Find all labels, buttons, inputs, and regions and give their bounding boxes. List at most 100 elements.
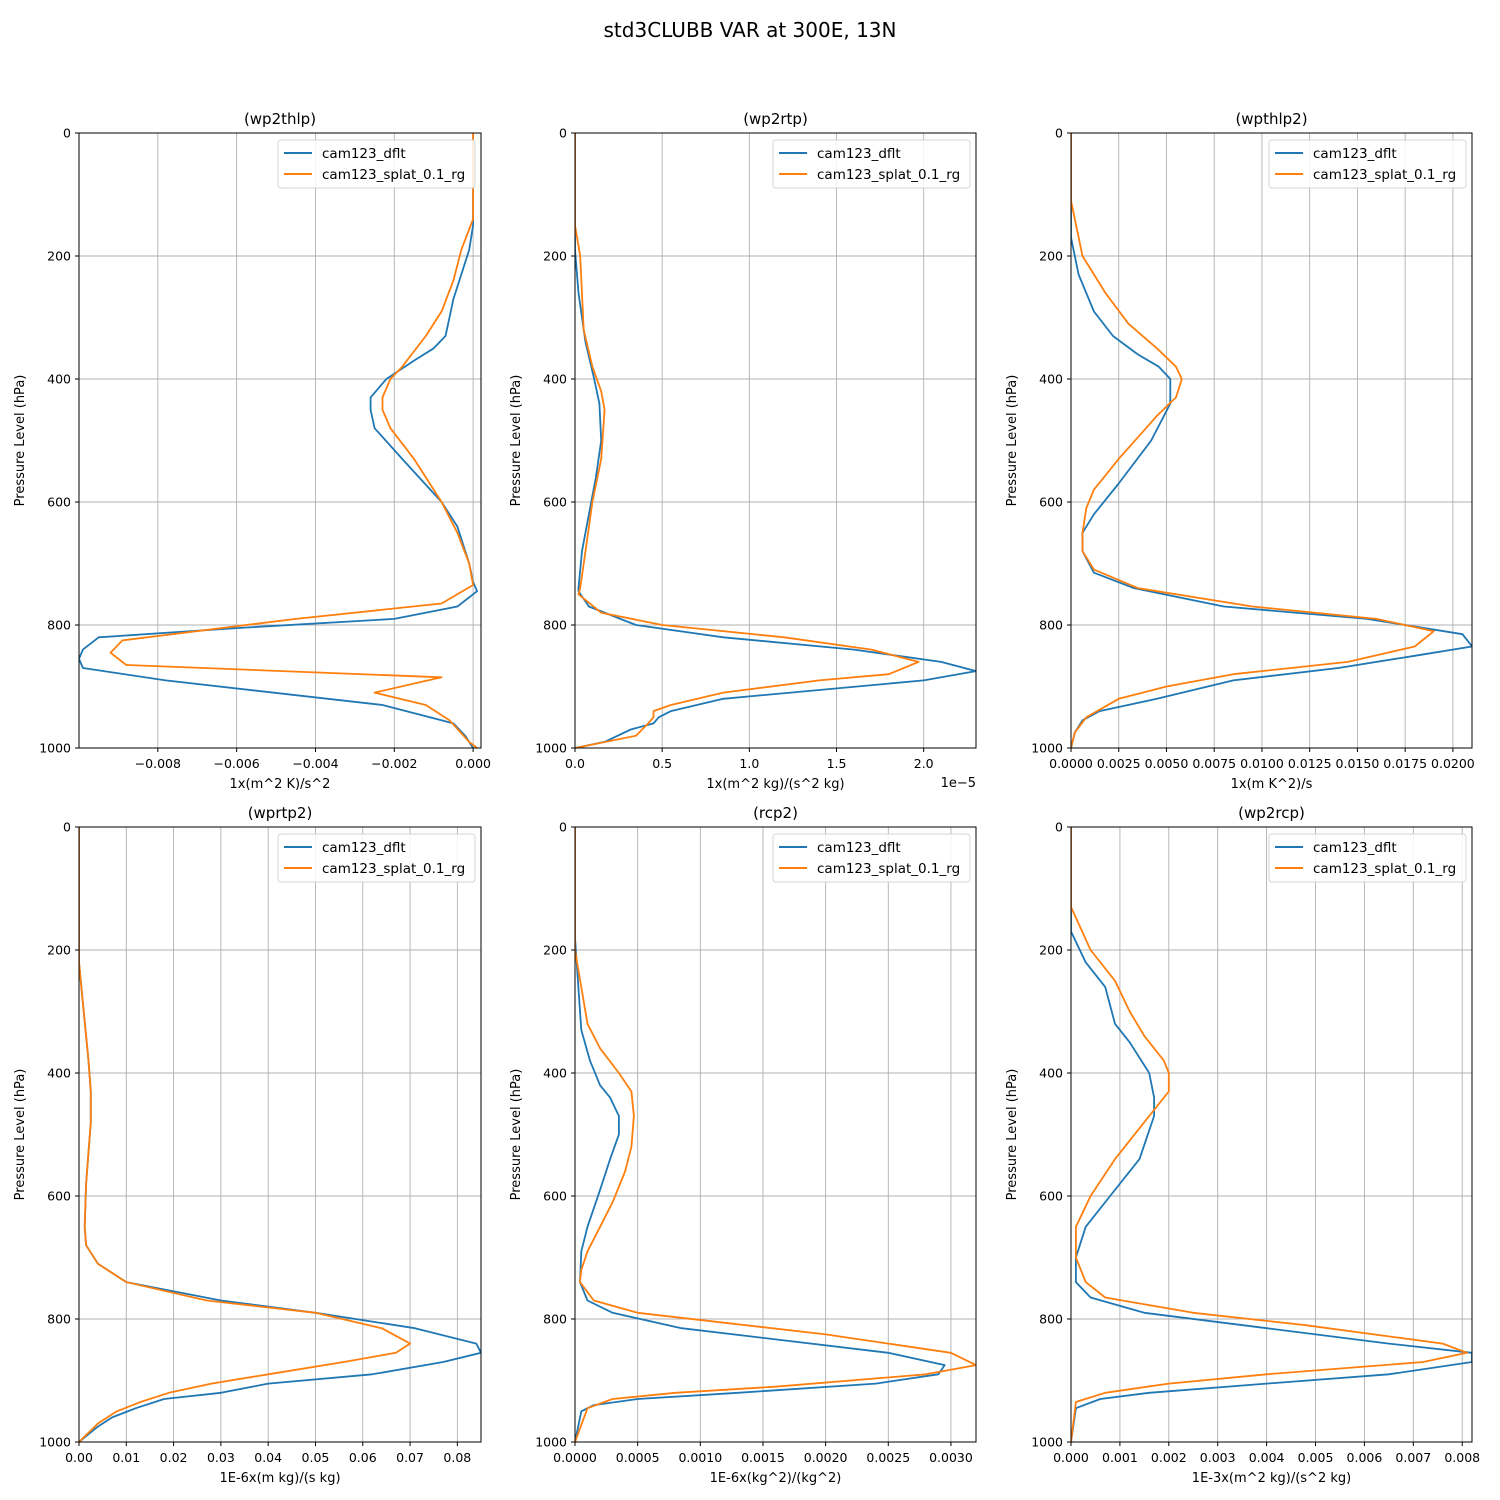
y-tick-label: 800: [1039, 1312, 1063, 1327]
panel-title: (wp2thlp): [244, 110, 316, 128]
x-tick-label: 0.5: [652, 756, 672, 771]
y-tick-label: 1000: [39, 1435, 71, 1450]
y-tick-label: 800: [47, 1312, 71, 1327]
x-tick-label: 2.0: [914, 756, 934, 771]
legend-label: cam123_splat_0.1_rg: [817, 861, 960, 877]
legend-label: cam123_splat_0.1_rg: [322, 861, 465, 877]
y-tick-label: 200: [47, 943, 71, 958]
y-tick-label: 0: [1055, 126, 1063, 141]
legend: cam123_dflt cam123_splat_0.1_rg: [1268, 139, 1467, 189]
y-tick-label: 200: [1039, 943, 1063, 958]
legend: cam123_dflt cam123_splat_0.1_rg: [772, 833, 971, 883]
series-line-cam123_splat_0.1_rg: [1071, 827, 1468, 1442]
x-tick-label: −0.006: [214, 756, 260, 771]
x-tick-label: 0.0030: [929, 1450, 973, 1465]
x-tick-label: 0.0125: [1288, 756, 1332, 771]
y-tick-label: 1000: [1031, 741, 1063, 756]
legend-label: cam123_dflt: [817, 840, 901, 856]
figure-title: std3CLUBB VAR at 300E, 13N: [604, 18, 897, 42]
x-tick-label: 0.05: [302, 1450, 330, 1465]
panel-4: 0.0000 0.0005 0.0010 0.0015 0.0020 0.0025 0.00…: [509, 804, 977, 1486]
x-tick-label: 0.08: [443, 1450, 471, 1465]
x-tick-label: 0.003: [1200, 1450, 1236, 1465]
x-tick-label: 0.03: [207, 1450, 235, 1465]
y-tick-label: 1000: [39, 741, 71, 756]
axes-frame: [574, 826, 977, 1443]
x-tick-label: 0.002: [1151, 1450, 1187, 1465]
y-tick-label: 400: [543, 1066, 567, 1081]
x-offset-label: 1e−5: [941, 776, 976, 791]
y-tick-label: 1000: [1031, 1435, 1063, 1450]
panel-3: 0.00 0.01 0.02 0.03 0.04 0.05 0.06 0.07 0.08 0 200…: [13, 804, 482, 1486]
panel-title: (wp2rcp): [1238, 804, 1305, 822]
legend-label: cam123_splat_0.1_rg: [1313, 861, 1456, 877]
x-tick-label: 0.008: [1444, 1450, 1480, 1465]
axes-frame: [78, 826, 482, 1443]
series-line-cam123_dflt: [79, 133, 479, 748]
x-tick-label: 0.0005: [616, 1450, 660, 1465]
x-tick-label: 0.0020: [804, 1450, 848, 1465]
x-tick-label: 0.0150: [1336, 756, 1380, 771]
x-tick-label: 0.0075: [1192, 756, 1236, 771]
y-tick-label: 800: [47, 618, 71, 633]
panel-title: (rcp2): [753, 804, 798, 822]
axes-frame: [1070, 132, 1473, 749]
legend-label: cam123_splat_0.1_rg: [322, 167, 465, 183]
x-tick-label: 0.07: [396, 1450, 424, 1465]
y-tick-label: 800: [543, 618, 567, 633]
y-axis-label: Pressure Level (hPa): [1005, 1069, 1020, 1201]
legend: cam123_dflt cam123_splat_0.1_rg: [277, 139, 476, 189]
y-axis-label: Pressure Level (hPa): [509, 375, 524, 507]
y-tick-label: 600: [1039, 1189, 1063, 1204]
x-tick-label: 0.0025: [866, 1450, 910, 1465]
y-tick-label: 400: [47, 1066, 71, 1081]
x-tick-label: 0.005: [1298, 1450, 1334, 1465]
series-line-cam123_dflt: [1071, 827, 1472, 1442]
y-tick-label: 0: [559, 126, 567, 141]
x-axis-label: 1E-6x(kg^2)/(kg^2): [710, 1471, 842, 1486]
panel-0: −0.008 −0.006 −0.004 −0.002 0.000 0 200 400 600 8…: [13, 110, 491, 792]
x-tick-label: 0.001: [1102, 1450, 1138, 1465]
panel-1: 0.0 0.5 1.0 1.5 2.0 0 200 400 600 800 1000 (wp2rtp)…: [509, 110, 977, 792]
x-tick-label: 0.0015: [741, 1450, 785, 1465]
x-tick-label: 0.007: [1395, 1450, 1431, 1465]
x-tick-label: 0.0050: [1145, 756, 1189, 771]
y-tick-label: 600: [543, 495, 567, 510]
y-tick-label: 0: [63, 820, 71, 835]
x-tick-label: 0.004: [1249, 1450, 1285, 1465]
panel-title: (wp2rtp): [743, 110, 808, 128]
y-tick-label: 600: [47, 495, 71, 510]
y-tick-label: 600: [1039, 495, 1063, 510]
axes-frame: [1070, 826, 1473, 1443]
y-tick-label: 200: [47, 249, 71, 264]
x-tick-label: 0.0000: [553, 1450, 597, 1465]
x-tick-label: 0.00: [65, 1450, 93, 1465]
axes-frame: [574, 132, 977, 749]
x-tick-label: −0.002: [371, 756, 417, 771]
x-axis-label: 1E-3x(m^2 kg)/(s^2 kg): [1192, 1471, 1351, 1486]
legend-box: [277, 139, 476, 189]
x-tick-label: 0.0175: [1383, 756, 1427, 771]
legend-label: cam123_splat_0.1_rg: [1313, 167, 1456, 183]
legend: cam123_dflt cam123_splat_0.1_rg: [1268, 833, 1467, 883]
x-tick-label: 0.0200: [1431, 756, 1475, 771]
y-axis-label: Pressure Level (hPa): [509, 1069, 524, 1201]
x-tick-label: −0.004: [292, 756, 338, 771]
x-tick-label: 0.0: [565, 756, 585, 771]
panel-5: 0.000 0.001 0.002 0.003 0.004 0.005 0.006 0.007…: [1005, 804, 1480, 1486]
legend-box: [772, 139, 971, 189]
x-tick-label: 1.5: [827, 756, 847, 771]
y-tick-label: 200: [543, 943, 567, 958]
y-tick-label: 200: [1039, 249, 1063, 264]
x-tick-label: 0.0100: [1240, 756, 1284, 771]
y-axis-label: Pressure Level (hPa): [1005, 375, 1020, 507]
x-tick-label: 0.0025: [1097, 756, 1141, 771]
legend-box: [1268, 139, 1467, 189]
legend: cam123_dflt cam123_splat_0.1_rg: [277, 833, 476, 883]
legend-box: [772, 833, 971, 883]
legend-label: cam123_splat_0.1_rg: [817, 167, 960, 183]
panel-title: (wprtp2): [248, 804, 313, 822]
x-axis-label: 1x(m^2 K)/s^2: [230, 777, 331, 792]
